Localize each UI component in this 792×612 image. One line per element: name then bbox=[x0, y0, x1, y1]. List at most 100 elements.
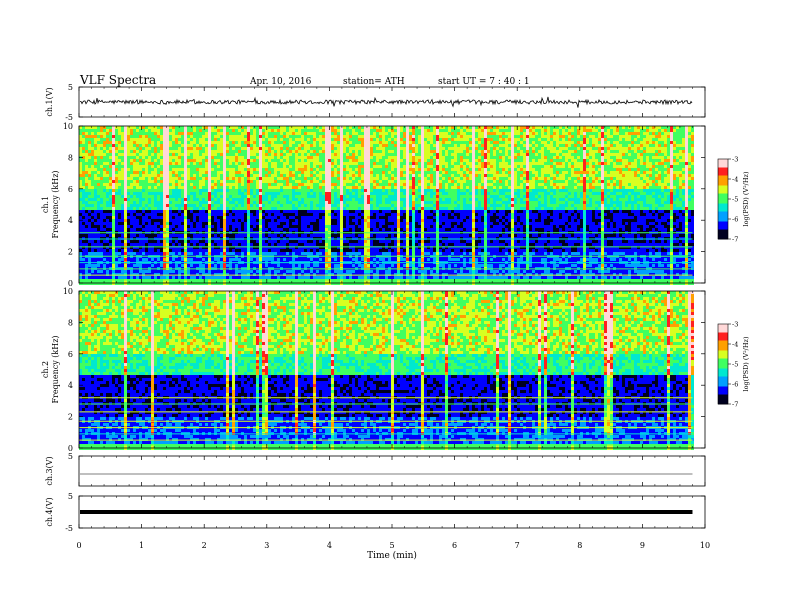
spectrogram-cell bbox=[271, 279, 274, 282]
spectrogram-cell bbox=[85, 189, 88, 192]
spectrogram-cell bbox=[319, 171, 322, 174]
spectrogram-cell bbox=[88, 234, 91, 237]
spectrogram-cell bbox=[130, 201, 133, 204]
spectrogram-cell bbox=[103, 204, 106, 207]
spectrogram-cell bbox=[322, 162, 325, 165]
spectrogram-cell bbox=[154, 150, 157, 153]
spectrogram-cell bbox=[184, 165, 187, 168]
spectrogram-cell bbox=[202, 228, 205, 231]
spectrogram-cell bbox=[130, 159, 133, 162]
spectrogram-cell bbox=[94, 198, 97, 201]
spectrogram-cell bbox=[292, 165, 295, 168]
spectrogram-cell bbox=[292, 258, 295, 261]
spectrogram-cell bbox=[211, 150, 214, 153]
spectrogram-cell bbox=[148, 126, 151, 129]
spectrogram-cell bbox=[199, 168, 202, 171]
spectrogram-cell bbox=[277, 159, 280, 162]
spectrogram-cell bbox=[184, 240, 187, 243]
spectrogram-cell bbox=[145, 144, 148, 147]
spectrogram-cell bbox=[97, 180, 100, 183]
spectrogram-cell bbox=[259, 270, 262, 273]
spectrogram-cell bbox=[301, 147, 304, 150]
spectrogram-cell bbox=[214, 171, 217, 174]
spectrogram-cell bbox=[160, 132, 163, 135]
spectrogram-cell bbox=[274, 162, 277, 165]
spectrogram-cell bbox=[346, 147, 349, 150]
spectrogram-cell bbox=[88, 240, 91, 243]
spectrogram-cell bbox=[181, 234, 184, 237]
spectrogram-cell bbox=[352, 171, 355, 174]
spectrogram-cell bbox=[283, 249, 286, 252]
spectrogram-cell bbox=[283, 258, 286, 261]
spectrogram-cell bbox=[265, 273, 268, 276]
spectrogram-cell bbox=[310, 240, 313, 243]
spectrogram-cell bbox=[253, 243, 256, 246]
spectrogram-cell bbox=[205, 219, 208, 222]
spectrogram-cell bbox=[331, 276, 334, 279]
spectrogram-cell bbox=[196, 159, 199, 162]
spectrogram-cell bbox=[214, 183, 217, 186]
spectrogram-cell bbox=[79, 213, 82, 216]
spectrogram-cell bbox=[187, 126, 190, 129]
spectrogram-cell bbox=[211, 189, 214, 192]
spectrogram-cell bbox=[289, 135, 292, 138]
spectrogram-cell bbox=[349, 186, 352, 189]
spectrogram-cell bbox=[331, 171, 334, 174]
spectrogram-cell bbox=[259, 213, 262, 216]
spectrogram-cell bbox=[163, 282, 166, 285]
spectrogram-cell bbox=[178, 168, 181, 171]
spectrogram-cell bbox=[115, 282, 118, 285]
spectrogram-cell bbox=[130, 219, 133, 222]
spectrogram-cell bbox=[268, 258, 271, 261]
spectrogram-cell bbox=[328, 162, 331, 165]
spectrogram-cell bbox=[133, 258, 136, 261]
spectrogram-cell bbox=[166, 207, 169, 210]
spectrogram-cell bbox=[289, 234, 292, 237]
spectrogram-cell bbox=[157, 144, 160, 147]
spectrogram-cell bbox=[148, 198, 151, 201]
spectrogram-cell bbox=[265, 225, 268, 228]
spectrogram-cell bbox=[355, 135, 358, 138]
spectrogram-cell bbox=[343, 147, 346, 150]
spectrogram-cell bbox=[340, 258, 343, 261]
spectrogram-cell bbox=[199, 126, 202, 129]
spectrogram-cell bbox=[277, 249, 280, 252]
spectrogram-cell bbox=[133, 198, 136, 201]
spectrogram-cell bbox=[163, 168, 166, 171]
spectrogram-cell bbox=[139, 243, 142, 246]
spectrogram-image bbox=[79, 126, 694, 285]
spectrogram-cell bbox=[226, 183, 229, 186]
spectrogram-cell bbox=[172, 237, 175, 240]
spectrogram-cell bbox=[94, 210, 97, 213]
spectrogram-cell bbox=[121, 264, 124, 267]
spectrogram-cell bbox=[190, 147, 193, 150]
spectrogram-cell bbox=[298, 216, 301, 219]
spectrogram-cell bbox=[94, 144, 97, 147]
spectrogram-cell bbox=[265, 198, 268, 201]
spectrogram-cell bbox=[127, 174, 130, 177]
spectrogram-cell bbox=[292, 282, 295, 285]
spectrogram-cell bbox=[202, 237, 205, 240]
spectrogram-cell bbox=[175, 240, 178, 243]
spectrogram-cell bbox=[163, 138, 166, 141]
spectrogram-cell bbox=[286, 240, 289, 243]
spectrogram-cell bbox=[337, 246, 340, 249]
spectrogram-cell bbox=[121, 168, 124, 171]
spectrogram-cell bbox=[349, 246, 352, 249]
spectrogram-cell bbox=[292, 219, 295, 222]
spectrogram-cell bbox=[226, 270, 229, 273]
spectrogram-cell bbox=[217, 153, 220, 156]
spectrogram-cell bbox=[196, 198, 199, 201]
spectrogram-cell bbox=[211, 198, 214, 201]
spectrogram-cell bbox=[259, 141, 262, 144]
spectrogram-cell bbox=[106, 192, 109, 195]
spectrogram-cell bbox=[229, 192, 232, 195]
spectrogram-cell bbox=[115, 273, 118, 276]
spectrogram-cell bbox=[193, 252, 196, 255]
spectrogram-cell bbox=[148, 144, 151, 147]
spectrogram-cell bbox=[154, 165, 157, 168]
spectrogram-cell bbox=[121, 234, 124, 237]
spectrogram-cell bbox=[262, 222, 265, 225]
spectrogram-cell bbox=[316, 138, 319, 141]
spectrogram-cell bbox=[289, 225, 292, 228]
